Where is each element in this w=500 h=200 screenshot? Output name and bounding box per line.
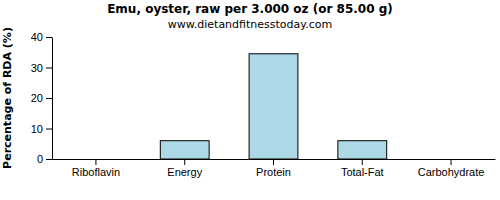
- y-tick-mark: [46, 129, 52, 130]
- x-tick: Energy: [167, 159, 202, 178]
- x-tick-label: Carbohydrate: [418, 166, 485, 178]
- x-tick-mark: [451, 159, 452, 165]
- x-tick: Riboflavin: [72, 159, 120, 178]
- x-tick-mark: [184, 159, 185, 165]
- x-tick-label: Total-Fat: [341, 166, 384, 178]
- y-tick-mark: [46, 98, 52, 99]
- y-tick: 40: [31, 31, 52, 43]
- y-tick: 20: [31, 92, 52, 104]
- x-tick-label: Riboflavin: [72, 166, 120, 178]
- y-axis: 0 10 20 30 40: [31, 31, 53, 165]
- x-tick-label: Protein: [256, 166, 291, 178]
- bar: [72, 159, 121, 160]
- x-tick-mark: [362, 159, 363, 165]
- y-tick-mark: [46, 159, 52, 160]
- y-tick-mark: [46, 37, 52, 38]
- y-axis-line: [52, 38, 53, 160]
- x-tick: Carbohydrate: [418, 159, 485, 178]
- x-tick-mark: [95, 159, 96, 165]
- y-tick-mark: [46, 68, 52, 69]
- x-tick: Protein: [256, 159, 291, 178]
- y-tick-label: 0: [37, 153, 43, 165]
- title: Emu, oyster, raw per 3.000 oz (or 85.00 …: [107, 2, 393, 16]
- y-tick: 0: [37, 153, 52, 165]
- y-tick-label: 10: [31, 123, 43, 135]
- subtitle: www.dietandfitnesstoday.com: [168, 18, 332, 31]
- bars: [160, 54, 386, 159]
- chart: Emu, oyster, raw per 3.000 oz (or 85.00 …: [0, 0, 500, 200]
- y-tick: 10: [31, 123, 52, 135]
- x-tick-label: Energy: [167, 166, 202, 178]
- y-axis-title: Percentage of RDA (%): [1, 27, 14, 169]
- y-tick-label: 40: [31, 31, 43, 43]
- y-tick-label: 20: [31, 92, 43, 104]
- bar: [160, 141, 209, 159]
- y-tick-label: 30: [31, 62, 43, 74]
- x-axis: Riboflavin Energy Protein Total-Fat Carbohyd…: [53, 159, 496, 178]
- bar: [249, 54, 298, 159]
- x-tick: Total-Fat: [341, 159, 384, 178]
- x-tick-mark: [273, 159, 274, 165]
- plot: 0 10 20 30 40 Riboflavin Energy Protein Total-Fa…: [31, 31, 496, 178]
- bar: [427, 159, 476, 160]
- bar: [338, 141, 387, 159]
- y-tick: 30: [31, 62, 52, 74]
